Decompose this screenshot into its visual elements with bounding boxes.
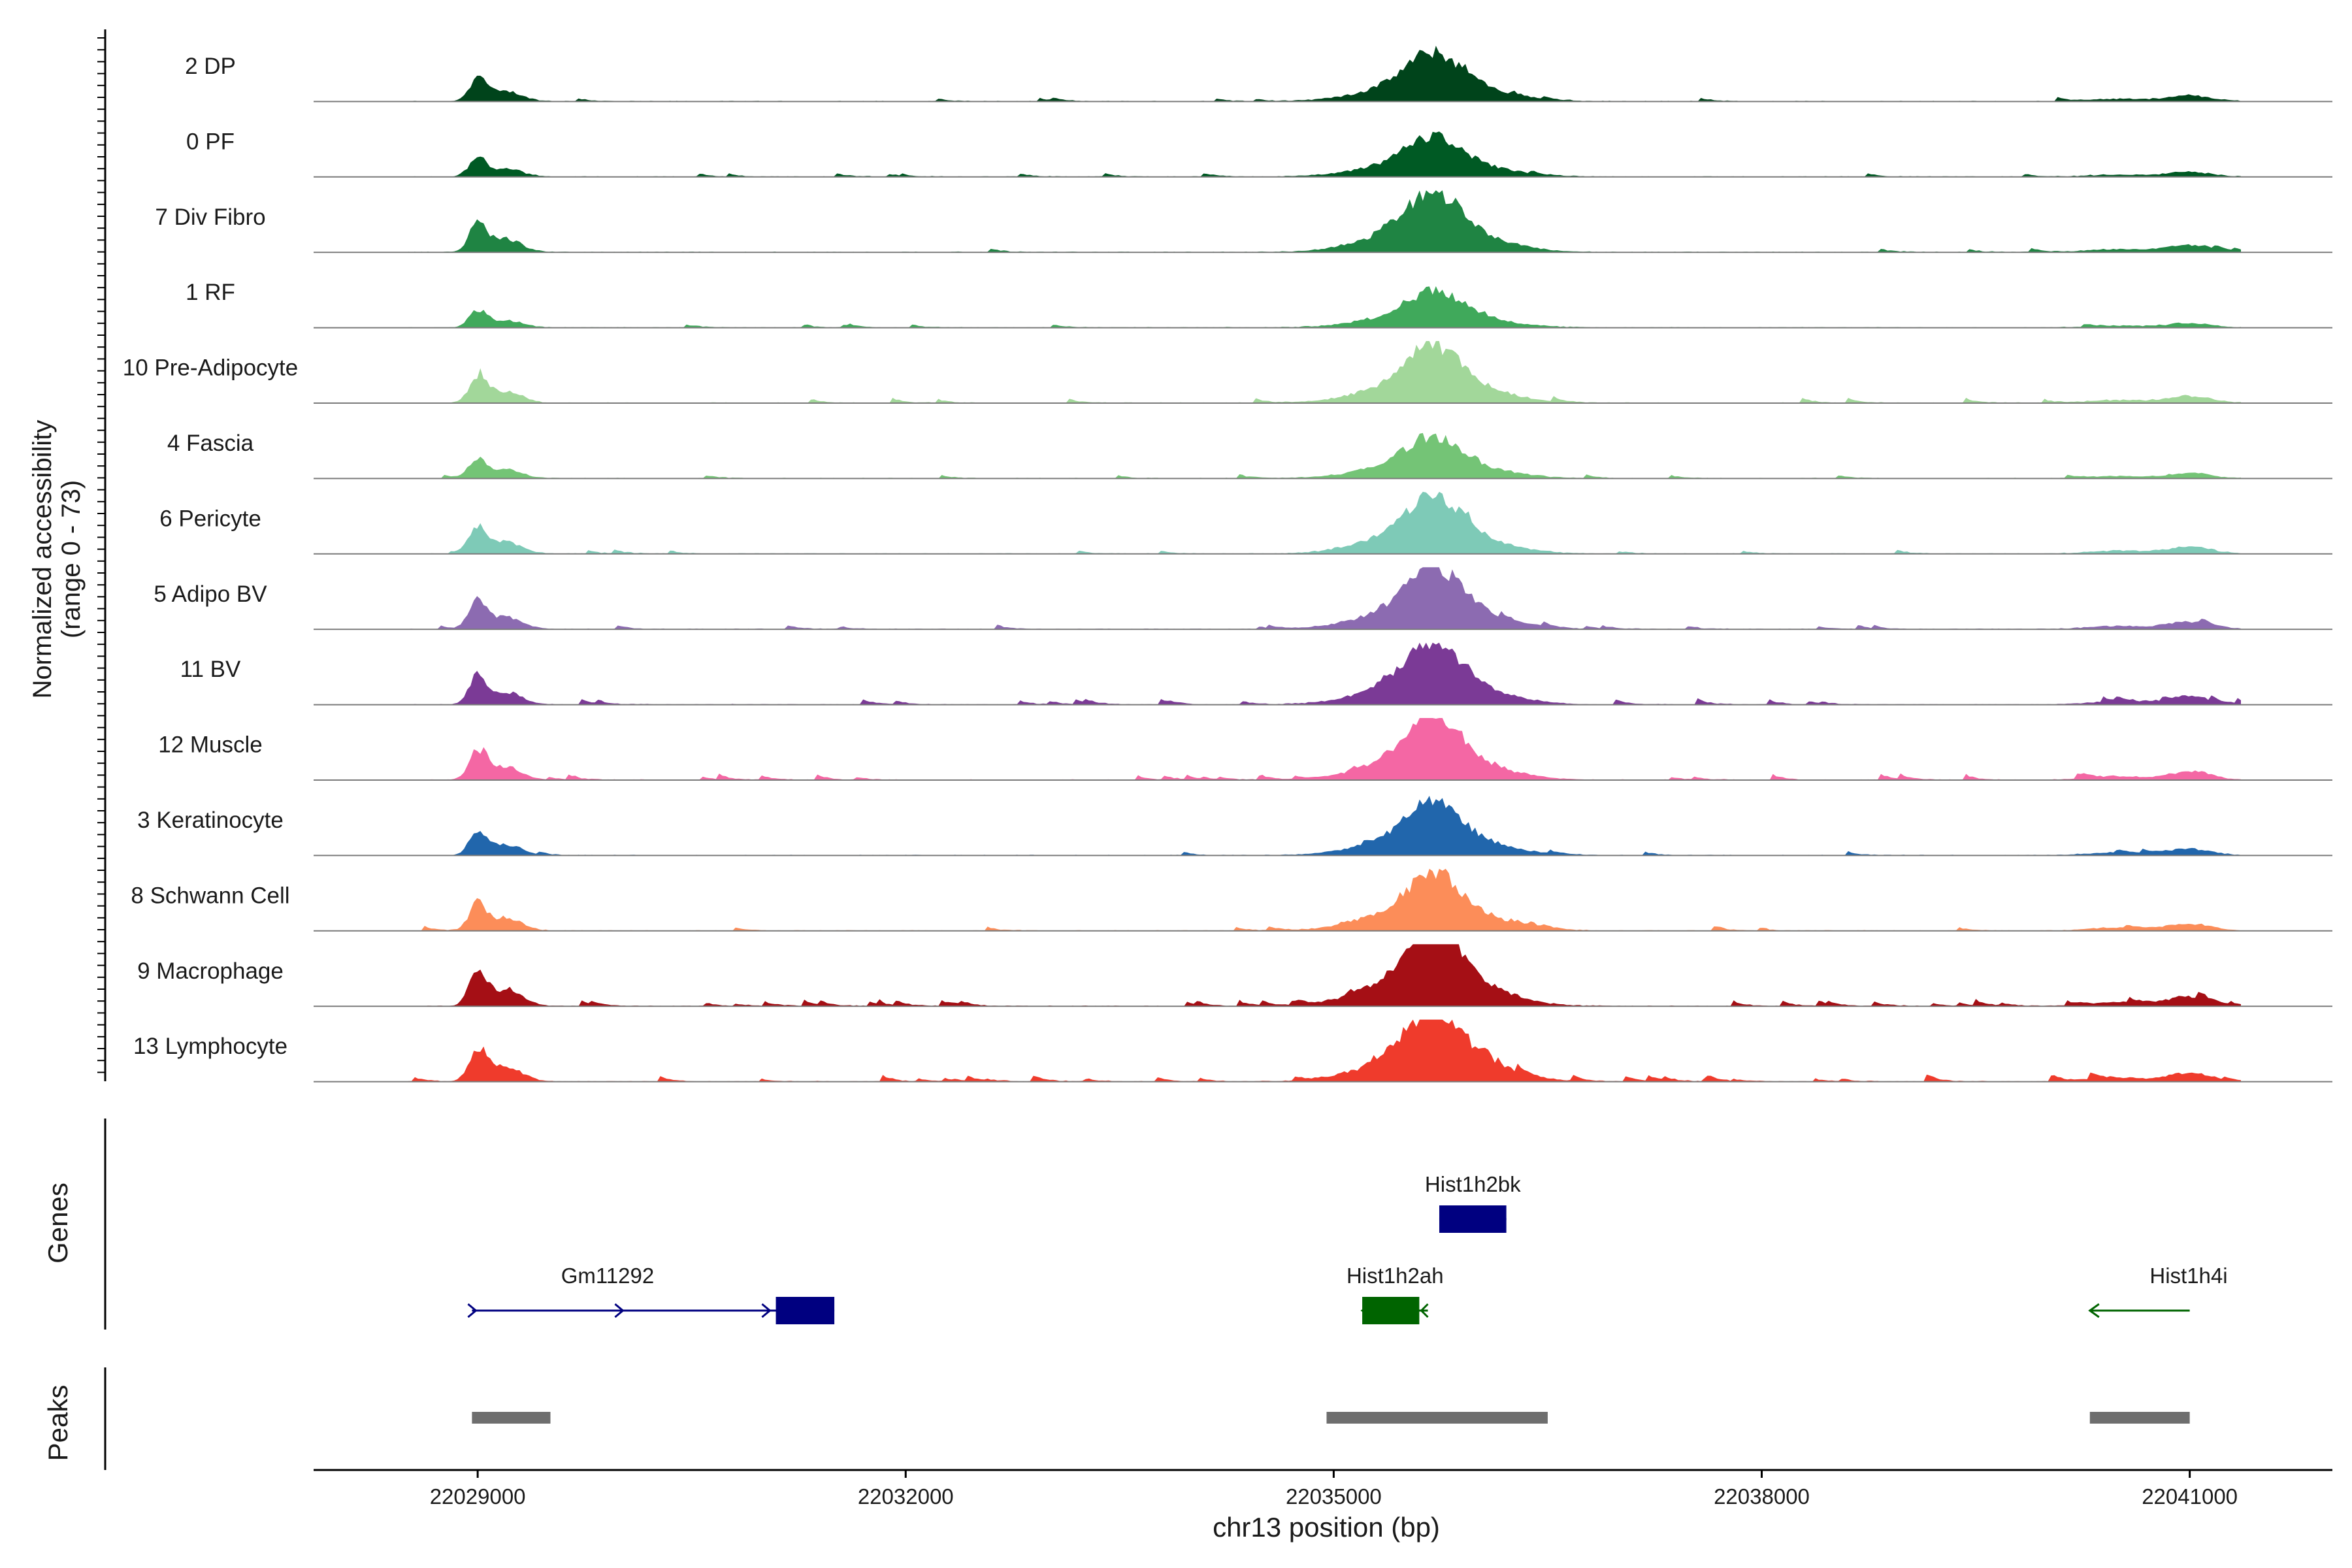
coverage-area [408,944,2241,1007]
coverage-area [408,1019,2241,1082]
track-label: 5 Adipo BV [154,581,267,607]
track-label: 7 Div Fibro [155,204,265,230]
x-tick-label: 22038000 [1714,1484,1810,1509]
gene-label: Hist1h4i [2149,1264,2227,1288]
track-label: 1 RF [186,280,235,305]
strand-arrow [761,1303,772,1318]
peaks-track-label: Peaks [42,1385,73,1462]
coverage-area [408,796,2241,856]
coverage-area [408,286,2241,328]
peak-bar [472,1412,551,1424]
track-label: 9 Macrophage [137,958,284,984]
genes-track-label: Genes [42,1183,73,1264]
gene-label: Hist1h2bk [1425,1172,1521,1196]
track-label: 13 Lymphocyte [133,1034,287,1059]
strand-arrow [467,1303,478,1318]
gene-exon [1439,1205,1507,1233]
track-label: 8 Schwann Cell [131,883,289,908]
x-axis: 22029000 22032000 22035000 22038000 22041000 [314,1469,2332,1509]
gene-exon [1362,1297,1420,1324]
x-tick-label: 22029000 [430,1484,526,1509]
gene-exon [776,1297,835,1324]
x-tick-label: 22035000 [1286,1484,1382,1509]
track-label: 3 Keratinocyte [137,808,284,833]
genes-track: Gm11292 Hist1h2bk Hist1h2ah Hist1h4i [104,1119,2228,1330]
y-axis-title-range: (range 0 - 73) [57,480,86,638]
coverage-area [408,341,2241,403]
gene-label: Hist1h2ah [1347,1264,1444,1288]
coverage-area [408,131,2241,177]
coverage-area [408,567,2241,630]
peaks-track [104,1367,2190,1470]
coverage-area [408,491,2241,554]
coverage-tracks: 2 DP 0 PF 7 Div Fibro 1 RF 10 Pre-Adipocyte 4… [123,46,2332,1083]
strand-arrow [2088,1303,2100,1318]
coverage-area [408,642,2241,705]
track-label: 0 PF [186,129,235,154]
coverage-area [408,46,2241,102]
coverage-area [408,433,2241,479]
track-label: 2 DP [185,54,236,79]
strand-arrow [1420,1303,1429,1318]
track-label: 11 BV [180,657,241,682]
accessibility-axis [97,29,106,1081]
peak-bar [2089,1412,2190,1424]
coverage-area [408,190,2241,253]
track-label: 4 Fascia [167,431,254,456]
track-label: 10 Pre-Adipocyte [123,355,298,381]
x-tick-label: 22041000 [2142,1484,2238,1509]
coverage-area [408,718,2241,780]
gene-label: Gm11292 [561,1264,654,1288]
x-tick-label: 22032000 [858,1484,954,1509]
track-label: 6 Pericyte [159,506,261,531]
track-label: 12 Muscle [158,732,263,758]
x-axis-title: chr13 position (bp) [1213,1512,1440,1543]
y-axis-title: Normalized accessibility [28,420,57,699]
strand-arrow [614,1303,625,1318]
peak-bar [1326,1412,1548,1424]
coverage-area [408,868,2241,931]
